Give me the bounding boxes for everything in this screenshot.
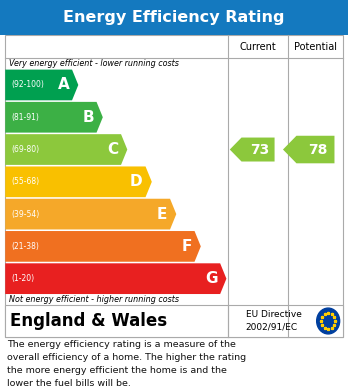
Text: F: F bbox=[181, 239, 192, 254]
Text: (1-20): (1-20) bbox=[11, 274, 34, 283]
Polygon shape bbox=[5, 167, 152, 197]
Polygon shape bbox=[5, 70, 78, 100]
Text: EU Directive
2002/91/EC: EU Directive 2002/91/EC bbox=[246, 310, 301, 332]
Text: (21-38): (21-38) bbox=[11, 242, 39, 251]
Text: G: G bbox=[205, 271, 218, 286]
Text: (69-80): (69-80) bbox=[11, 145, 40, 154]
Text: Very energy efficient - lower running costs: Very energy efficient - lower running co… bbox=[9, 59, 179, 68]
Text: (81-91): (81-91) bbox=[11, 113, 39, 122]
Text: 73: 73 bbox=[250, 143, 269, 156]
Text: (39-54): (39-54) bbox=[11, 210, 40, 219]
Text: England & Wales: England & Wales bbox=[10, 312, 168, 330]
Text: (92-100): (92-100) bbox=[11, 81, 44, 90]
Text: E: E bbox=[157, 206, 167, 222]
Text: C: C bbox=[107, 142, 118, 157]
Bar bbox=[0, 0, 348, 35]
Text: B: B bbox=[82, 110, 94, 125]
Bar bbox=[5, 305, 343, 337]
Text: (55-68): (55-68) bbox=[11, 177, 40, 187]
Bar bbox=[5, 35, 343, 337]
Text: Energy Efficiency Rating: Energy Efficiency Rating bbox=[63, 10, 285, 25]
Text: Current: Current bbox=[240, 41, 276, 52]
Polygon shape bbox=[230, 138, 275, 161]
Polygon shape bbox=[5, 231, 201, 262]
Polygon shape bbox=[5, 134, 127, 165]
Text: 78: 78 bbox=[308, 143, 327, 156]
Text: A: A bbox=[57, 77, 69, 92]
Text: Not energy efficient - higher running costs: Not energy efficient - higher running co… bbox=[9, 295, 179, 304]
Polygon shape bbox=[5, 263, 227, 294]
Text: Potential: Potential bbox=[294, 41, 337, 52]
Text: D: D bbox=[130, 174, 143, 189]
Circle shape bbox=[317, 308, 340, 334]
Polygon shape bbox=[5, 102, 103, 133]
Text: The energy efficiency rating is a measure of the
overall efficiency of a home. T: The energy efficiency rating is a measur… bbox=[7, 340, 246, 388]
Polygon shape bbox=[5, 199, 176, 230]
Polygon shape bbox=[283, 136, 334, 163]
